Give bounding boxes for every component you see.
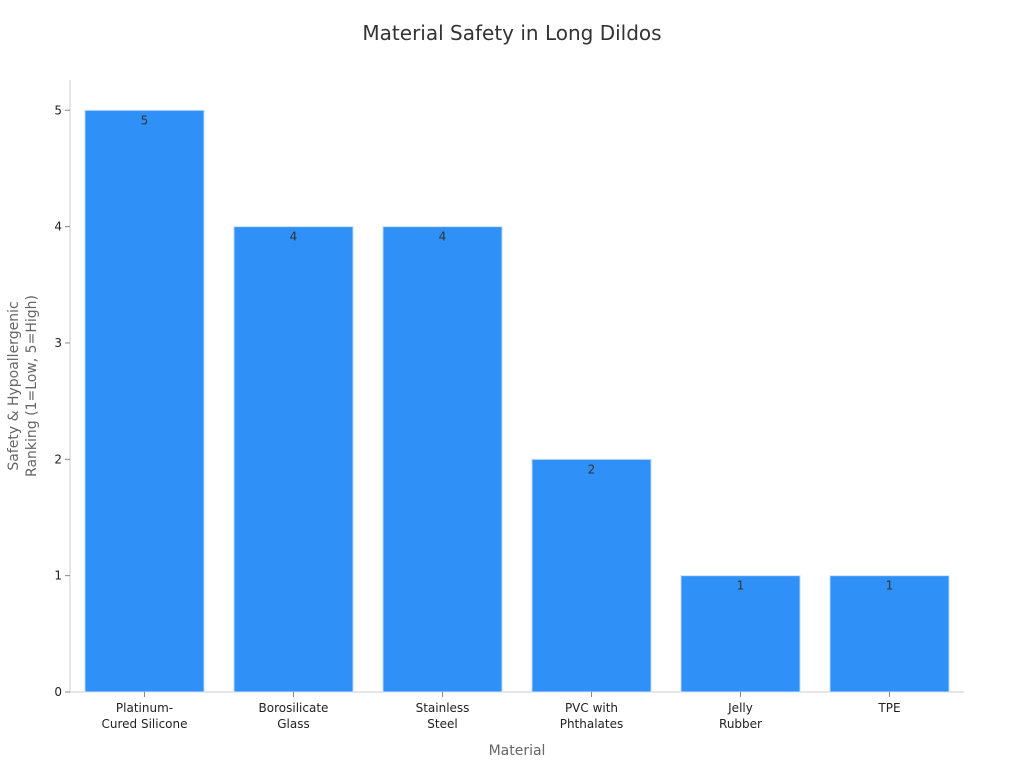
x-tick-label-1-line-1: Glass xyxy=(277,717,310,731)
bar-0[interactable] xyxy=(84,109,205,693)
x-tick-label-1: Borosilicate Glass xyxy=(259,701,329,731)
x-tick-label-3-line-0: PVC with xyxy=(565,701,618,715)
x-tick-label-0-line-0: Platinum- xyxy=(116,701,173,715)
data-label-3: 2 xyxy=(588,462,596,476)
bar-1[interactable] xyxy=(233,226,354,693)
data-label-4: 1 xyxy=(737,579,745,593)
bars xyxy=(84,109,950,693)
x-tick-label-3-line-1: Phthalates xyxy=(560,717,624,731)
bar-4[interactable] xyxy=(680,575,801,693)
data-label-1: 4 xyxy=(290,230,298,244)
y-tick-label-3: 3 xyxy=(54,336,62,350)
x-tick-label-4-line-0: Jelly xyxy=(727,701,753,715)
x-tick-label-4: Jelly Rubber xyxy=(719,701,762,731)
data-labels: 5 4 4 2 1 1 xyxy=(141,113,894,592)
y-tick-label-5: 5 xyxy=(54,103,62,117)
x-tick-label-1-line-0: Borosilicate xyxy=(259,701,329,715)
y-ticks: 0 1 2 3 4 5 xyxy=(54,103,70,699)
data-label-0: 5 xyxy=(141,113,149,127)
data-label-2: 4 xyxy=(439,230,447,244)
y-axis-label-line-1: Safety & Hypoallergenic xyxy=(6,301,22,470)
y-axis-label: Safety & Hypoallergenic Ranking (1=Low, … xyxy=(6,295,40,477)
y-tick-label-2: 2 xyxy=(54,452,62,466)
x-tick-label-2: Stainless Steel xyxy=(416,701,470,731)
y-axis-label-line-2: Ranking (1=Low, 5=High) xyxy=(24,295,40,477)
x-tick-label-2-line-0: Stainless xyxy=(416,701,470,715)
chart-title: Material Safety in Long Dildos xyxy=(362,21,661,45)
bar-3[interactable] xyxy=(531,458,652,693)
x-ticks: Platinum- Cured Silicone Borosilicate Glass… xyxy=(101,692,901,731)
bar-2[interactable] xyxy=(382,226,503,693)
y-tick-label-4: 4 xyxy=(54,220,62,234)
x-tick-label-2-line-1: Steel xyxy=(427,717,457,731)
data-label-5: 1 xyxy=(886,579,894,593)
x-tick-label-5: TPE xyxy=(877,701,900,715)
x-tick-label-0: Platinum- Cured Silicone xyxy=(101,701,187,731)
x-tick-label-4-line-1: Rubber xyxy=(719,717,762,731)
x-axis-label: Material xyxy=(489,743,546,759)
x-tick-label-5-line-0: TPE xyxy=(877,701,900,715)
x-tick-label-0-line-1: Cured Silicone xyxy=(101,717,187,731)
x-tick-label-3: PVC with Phthalates xyxy=(560,701,624,731)
bar-5[interactable] xyxy=(829,575,950,693)
y-tick-label-1: 1 xyxy=(54,569,62,583)
y-tick-label-0: 0 xyxy=(54,685,62,699)
